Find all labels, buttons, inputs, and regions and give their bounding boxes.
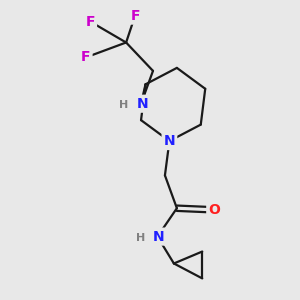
- Text: F: F: [85, 15, 95, 28]
- Text: N: N: [153, 230, 165, 244]
- Text: F: F: [130, 9, 140, 22]
- Text: O: O: [208, 203, 220, 217]
- Text: N: N: [164, 134, 175, 148]
- Text: F: F: [81, 50, 91, 64]
- Text: N: N: [137, 97, 148, 111]
- Text: H: H: [119, 100, 128, 110]
- Text: H: H: [136, 233, 145, 243]
